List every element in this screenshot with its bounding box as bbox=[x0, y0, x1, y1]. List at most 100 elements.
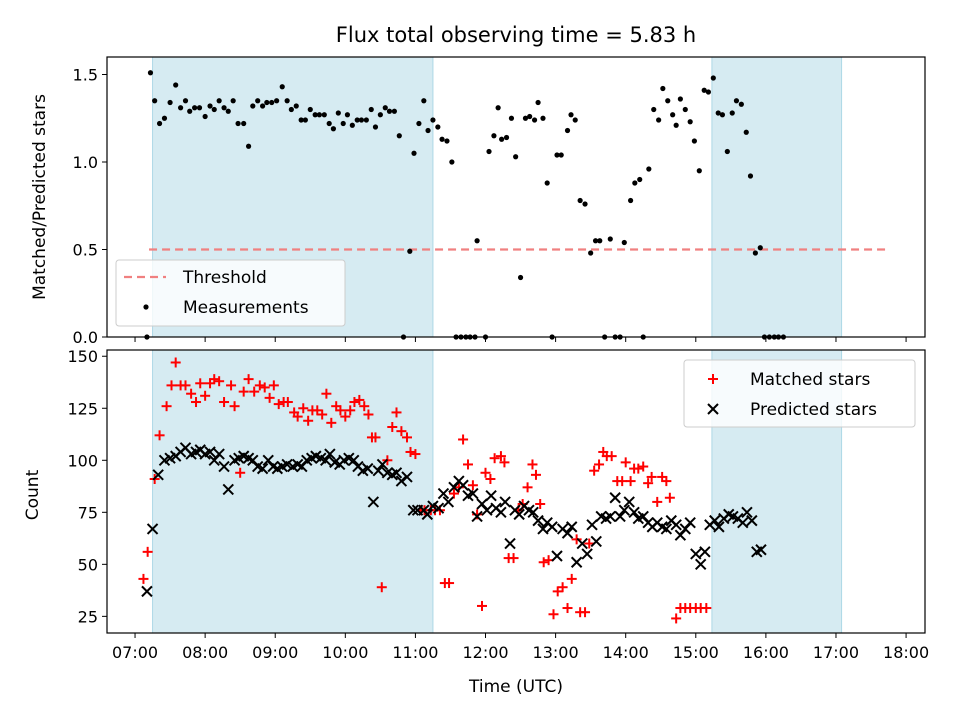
measurement-point bbox=[307, 106, 313, 113]
measurement-point bbox=[358, 117, 365, 123]
matched-star-point bbox=[340, 411, 351, 422]
matched-star-point bbox=[292, 411, 303, 422]
matched-star-point bbox=[617, 476, 628, 487]
predicted-star-point bbox=[256, 462, 269, 475]
predicted-star-point bbox=[566, 521, 578, 533]
measurement-point bbox=[407, 248, 413, 254]
measurement-point bbox=[211, 106, 217, 113]
predicted-star-point bbox=[485, 489, 497, 502]
predicted-star-point bbox=[457, 479, 469, 491]
matched-star-point bbox=[259, 382, 270, 393]
matched-star-point bbox=[535, 498, 546, 509]
matched-star-point bbox=[527, 459, 538, 470]
matched-star-point bbox=[625, 476, 636, 487]
legend-predicted-swatch bbox=[707, 403, 719, 415]
measurement-point bbox=[646, 166, 652, 172]
predicted-star-point bbox=[713, 521, 725, 533]
measurement-point bbox=[444, 138, 450, 144]
matched-star-point bbox=[335, 405, 346, 416]
measurement-point bbox=[382, 105, 388, 111]
x-axis-label: Time (UTC) bbox=[468, 677, 563, 697]
measurement-point bbox=[499, 136, 505, 142]
measurement-point bbox=[302, 117, 308, 123]
measurement-point bbox=[687, 119, 693, 125]
matched-star-point bbox=[219, 397, 230, 408]
predicted-star-point bbox=[546, 521, 558, 533]
measurement-point bbox=[207, 103, 213, 109]
predicted-star-point bbox=[204, 446, 216, 458]
matched-star-point bbox=[530, 469, 541, 480]
measurement-point bbox=[572, 117, 578, 123]
x-tick-label: 07:00 bbox=[112, 643, 158, 662]
measurement-point bbox=[298, 117, 304, 123]
matched-star-point bbox=[321, 388, 332, 399]
measurement-point bbox=[705, 89, 712, 95]
observing-window-2 bbox=[711, 56, 843, 338]
count-panel: 25 50 75 100 125 150 07:00 08:00 09:00 10:00 11:00… bbox=[67, 347, 929, 662]
y-tick-label: 0.0 bbox=[73, 328, 98, 347]
matched-star-point bbox=[349, 397, 360, 408]
predicted-star-point bbox=[737, 517, 749, 529]
measurement-point bbox=[396, 133, 402, 139]
matched-star-point bbox=[671, 613, 682, 624]
measurement-point bbox=[340, 120, 346, 127]
matched-star-point bbox=[522, 482, 533, 493]
matched-star-point bbox=[566, 573, 577, 584]
ratio-y-axis-label: Matched/Predicted stars bbox=[30, 94, 50, 300]
measurement-point bbox=[202, 113, 208, 120]
matched-star-point bbox=[562, 603, 573, 614]
measurement-point bbox=[677, 96, 683, 102]
measurement-point bbox=[588, 250, 594, 256]
y-tick-label: 75 bbox=[78, 503, 98, 522]
predicted-star-point bbox=[570, 556, 583, 568]
matched-star-point bbox=[264, 392, 275, 403]
measurement-point bbox=[173, 82, 179, 88]
count-legend: Matched stars Predicted stars bbox=[683, 359, 916, 428]
measurement-point bbox=[192, 105, 198, 111]
measurement-point bbox=[503, 134, 510, 141]
predicted-star-point bbox=[699, 546, 711, 558]
matched-star-point bbox=[661, 476, 672, 487]
predicted-star-point bbox=[581, 548, 593, 560]
measurement-point bbox=[597, 238, 603, 244]
matched-star-point bbox=[235, 467, 246, 478]
measurement-point bbox=[670, 112, 676, 118]
x-tick-label: 13:00 bbox=[533, 643, 579, 662]
measurement-point bbox=[628, 197, 634, 204]
measurement-point bbox=[386, 108, 393, 114]
matched-star-point bbox=[226, 380, 237, 391]
matched-star-point bbox=[444, 578, 455, 589]
matched-star-point bbox=[354, 394, 365, 405]
matched-star-point bbox=[345, 405, 356, 416]
measurement-point bbox=[621, 239, 627, 246]
predicted-star-point bbox=[628, 506, 640, 519]
matched-star-point bbox=[161, 401, 172, 412]
matched-star-point bbox=[538, 557, 549, 568]
matched-star-point bbox=[410, 449, 421, 460]
measurement-point bbox=[696, 168, 702, 174]
matched-star-point bbox=[480, 467, 491, 478]
measurement-point bbox=[321, 112, 327, 118]
measurement-point bbox=[421, 98, 427, 104]
measurement-point bbox=[377, 112, 383, 118]
matched-star-point bbox=[652, 496, 663, 507]
predicted-star-point bbox=[222, 483, 234, 496]
matched-star-point bbox=[391, 407, 402, 418]
y-tick-label: 1.5 bbox=[73, 66, 98, 85]
predicted-star-point bbox=[604, 510, 616, 523]
predicted-star-point bbox=[348, 454, 360, 466]
predicted-star-point bbox=[141, 585, 153, 598]
measurement-point bbox=[637, 176, 643, 183]
matched-star-point bbox=[664, 492, 675, 503]
x-tick-label: 08:00 bbox=[182, 643, 228, 662]
measurement-point bbox=[513, 154, 519, 160]
legend-measurements-label: Measurements bbox=[183, 298, 309, 318]
predicted-star-point bbox=[694, 558, 707, 571]
measurement-point bbox=[582, 201, 588, 207]
measurement-point bbox=[568, 112, 574, 118]
matched-star-point bbox=[170, 357, 181, 368]
predicted-star-point bbox=[527, 506, 539, 519]
predicted-star-point bbox=[146, 523, 159, 535]
predicted-star-point bbox=[401, 471, 413, 483]
measurement-point bbox=[564, 127, 571, 134]
